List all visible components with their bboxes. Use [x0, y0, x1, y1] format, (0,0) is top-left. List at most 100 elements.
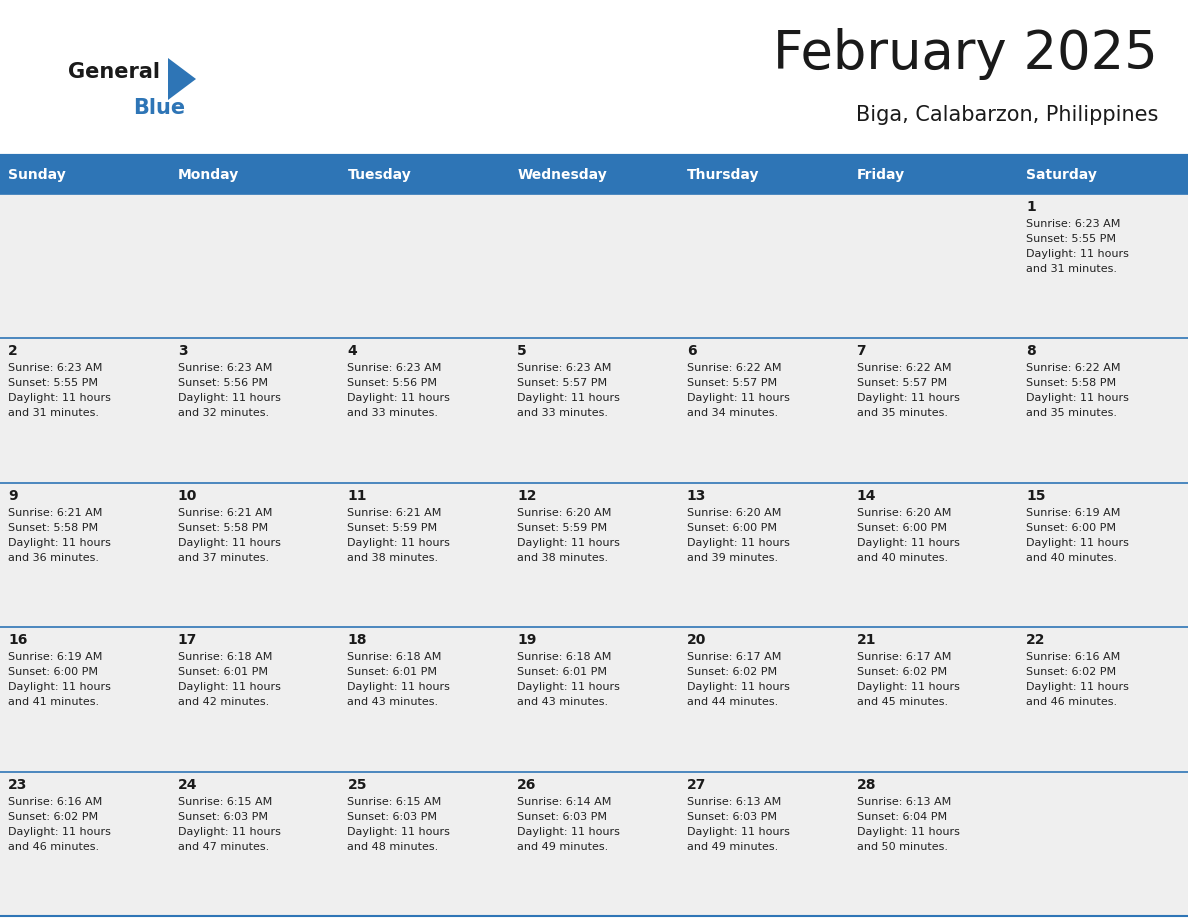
Text: Sunset: 5:56 PM: Sunset: 5:56 PM	[347, 378, 437, 388]
Text: Sunset: 5:57 PM: Sunset: 5:57 PM	[687, 378, 777, 388]
Text: Sunrise: 6:21 AM: Sunrise: 6:21 AM	[347, 508, 442, 518]
Text: 6: 6	[687, 344, 696, 358]
Text: and 32 minutes.: and 32 minutes.	[178, 409, 268, 419]
Bar	[848, 339, 1018, 483]
Text: Monday: Monday	[178, 168, 239, 182]
Text: Daylight: 11 hours: Daylight: 11 hours	[1026, 249, 1129, 259]
Text: Daylight: 11 hours: Daylight: 11 hours	[8, 538, 110, 548]
Text: Daylight: 11 hours: Daylight: 11 hours	[857, 394, 960, 403]
Text: Sunset: 5:58 PM: Sunset: 5:58 PM	[178, 522, 267, 532]
Bar	[170, 156, 340, 194]
Text: Sunset: 5:55 PM: Sunset: 5:55 PM	[1026, 234, 1117, 244]
Text: and 46 minutes.: and 46 minutes.	[1026, 697, 1118, 707]
Text: 21: 21	[857, 633, 876, 647]
Text: and 31 minutes.: and 31 minutes.	[8, 409, 99, 419]
Bar	[510, 194, 678, 339]
Text: and 47 minutes.: and 47 minutes.	[178, 842, 268, 852]
Bar	[340, 156, 510, 194]
Text: Daylight: 11 hours: Daylight: 11 hours	[347, 826, 450, 836]
Text: Sunrise: 6:14 AM: Sunrise: 6:14 AM	[517, 797, 612, 807]
Bar	[848, 483, 1018, 627]
Text: 18: 18	[347, 633, 367, 647]
Text: Sunrise: 6:23 AM: Sunrise: 6:23 AM	[1026, 219, 1120, 229]
Text: Sunset: 5:59 PM: Sunset: 5:59 PM	[517, 522, 607, 532]
Text: 24: 24	[178, 778, 197, 791]
Bar	[678, 627, 848, 772]
Text: Daylight: 11 hours: Daylight: 11 hours	[1026, 538, 1129, 548]
Text: and 43 minutes.: and 43 minutes.	[347, 697, 438, 707]
Text: Daylight: 11 hours: Daylight: 11 hours	[347, 682, 450, 692]
Text: Daylight: 11 hours: Daylight: 11 hours	[1026, 682, 1129, 692]
Text: Sunrise: 6:20 AM: Sunrise: 6:20 AM	[517, 508, 612, 518]
Bar	[678, 483, 848, 627]
Text: and 41 minutes.: and 41 minutes.	[8, 697, 99, 707]
Text: Sunrise: 6:23 AM: Sunrise: 6:23 AM	[8, 364, 102, 374]
Bar	[678, 194, 848, 339]
Text: Sunset: 6:00 PM: Sunset: 6:00 PM	[1026, 522, 1117, 532]
Text: General: General	[68, 62, 160, 82]
Bar	[170, 194, 340, 339]
Text: Sunrise: 6:19 AM: Sunrise: 6:19 AM	[8, 652, 102, 662]
Bar	[0, 339, 170, 483]
Bar	[510, 339, 678, 483]
Text: 15: 15	[1026, 488, 1045, 503]
Bar	[0, 627, 170, 772]
Bar	[678, 156, 848, 194]
Text: and 40 minutes.: and 40 minutes.	[857, 553, 948, 563]
Bar	[848, 156, 1018, 194]
Bar	[510, 627, 678, 772]
Text: Sunset: 6:01 PM: Sunset: 6:01 PM	[178, 667, 267, 677]
Text: Sunrise: 6:23 AM: Sunrise: 6:23 AM	[517, 364, 612, 374]
Text: Daylight: 11 hours: Daylight: 11 hours	[857, 682, 960, 692]
Bar	[340, 483, 510, 627]
Text: 1: 1	[1026, 200, 1036, 214]
Text: Sunset: 5:59 PM: Sunset: 5:59 PM	[347, 522, 437, 532]
Text: and 37 minutes.: and 37 minutes.	[178, 553, 268, 563]
Text: and 34 minutes.: and 34 minutes.	[687, 409, 778, 419]
Text: Sunset: 6:01 PM: Sunset: 6:01 PM	[517, 667, 607, 677]
Bar	[340, 627, 510, 772]
Text: February 2025: February 2025	[773, 28, 1158, 80]
Text: and 42 minutes.: and 42 minutes.	[178, 697, 268, 707]
Bar	[1018, 483, 1188, 627]
Text: and 48 minutes.: and 48 minutes.	[347, 842, 438, 852]
Text: Sunset: 5:56 PM: Sunset: 5:56 PM	[178, 378, 267, 388]
Text: 22: 22	[1026, 633, 1045, 647]
Text: Sunset: 6:00 PM: Sunset: 6:00 PM	[8, 667, 97, 677]
Text: 13: 13	[687, 488, 706, 503]
Text: Sunset: 6:03 PM: Sunset: 6:03 PM	[347, 812, 437, 822]
Text: and 49 minutes.: and 49 minutes.	[687, 842, 778, 852]
Polygon shape	[168, 58, 196, 100]
Text: and 33 minutes.: and 33 minutes.	[517, 409, 608, 419]
Bar	[848, 194, 1018, 339]
Text: and 46 minutes.: and 46 minutes.	[8, 842, 99, 852]
Text: Sunrise: 6:23 AM: Sunrise: 6:23 AM	[347, 364, 442, 374]
Text: Sunrise: 6:22 AM: Sunrise: 6:22 AM	[1026, 364, 1120, 374]
Text: Sunrise: 6:22 AM: Sunrise: 6:22 AM	[857, 364, 952, 374]
Bar	[0, 156, 170, 194]
Text: 8: 8	[1026, 344, 1036, 358]
Bar	[1018, 339, 1188, 483]
Text: 20: 20	[687, 633, 706, 647]
Text: Sunrise: 6:16 AM: Sunrise: 6:16 AM	[8, 797, 102, 807]
Text: Sunset: 6:02 PM: Sunset: 6:02 PM	[687, 667, 777, 677]
Text: 10: 10	[178, 488, 197, 503]
Text: Sunrise: 6:13 AM: Sunrise: 6:13 AM	[857, 797, 950, 807]
Text: Sunset: 6:02 PM: Sunset: 6:02 PM	[8, 812, 99, 822]
Text: 3: 3	[178, 344, 188, 358]
Bar	[510, 772, 678, 916]
Text: 17: 17	[178, 633, 197, 647]
Text: Daylight: 11 hours: Daylight: 11 hours	[178, 682, 280, 692]
Text: 11: 11	[347, 488, 367, 503]
Text: Biga, Calabarzon, Philippines: Biga, Calabarzon, Philippines	[855, 105, 1158, 125]
Text: and 50 minutes.: and 50 minutes.	[857, 842, 948, 852]
Text: Sunset: 5:57 PM: Sunset: 5:57 PM	[857, 378, 947, 388]
Text: Daylight: 11 hours: Daylight: 11 hours	[347, 538, 450, 548]
Text: 16: 16	[8, 633, 27, 647]
Text: and 38 minutes.: and 38 minutes.	[347, 553, 438, 563]
Text: Blue: Blue	[133, 98, 185, 118]
Text: Daylight: 11 hours: Daylight: 11 hours	[687, 538, 790, 548]
Text: 7: 7	[857, 344, 866, 358]
Text: Daylight: 11 hours: Daylight: 11 hours	[517, 394, 620, 403]
Text: and 38 minutes.: and 38 minutes.	[517, 553, 608, 563]
